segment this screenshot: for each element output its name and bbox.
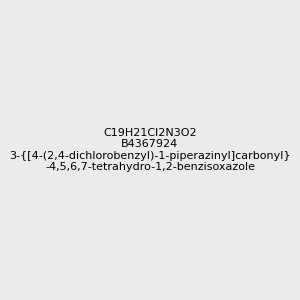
Text: C19H21Cl2N3O2
B4367924
3-{[4-(2,4-dichlorobenzyl)-1-piperazinyl]carbonyl}
-4,5,6: C19H21Cl2N3O2 B4367924 3-{[4-(2,4-dichlo… — [9, 128, 291, 172]
